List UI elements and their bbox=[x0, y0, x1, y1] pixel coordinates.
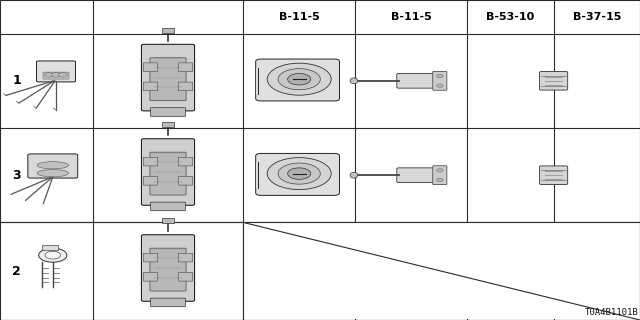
FancyBboxPatch shape bbox=[141, 235, 195, 301]
Circle shape bbox=[268, 63, 332, 95]
FancyBboxPatch shape bbox=[141, 139, 195, 205]
Text: B-37-15: B-37-15 bbox=[573, 12, 621, 22]
Circle shape bbox=[268, 157, 332, 189]
Circle shape bbox=[45, 73, 54, 77]
FancyBboxPatch shape bbox=[179, 157, 193, 166]
Ellipse shape bbox=[350, 78, 358, 84]
FancyBboxPatch shape bbox=[143, 63, 157, 71]
Circle shape bbox=[45, 251, 61, 259]
Circle shape bbox=[436, 84, 443, 87]
Text: 1: 1 bbox=[12, 74, 21, 87]
FancyBboxPatch shape bbox=[143, 176, 157, 185]
FancyBboxPatch shape bbox=[150, 58, 186, 100]
FancyBboxPatch shape bbox=[433, 71, 447, 90]
Bar bbox=[256, 163, 269, 188]
Circle shape bbox=[288, 168, 311, 179]
FancyBboxPatch shape bbox=[150, 298, 186, 307]
FancyBboxPatch shape bbox=[540, 166, 568, 184]
FancyBboxPatch shape bbox=[143, 82, 157, 91]
FancyBboxPatch shape bbox=[540, 72, 568, 90]
FancyBboxPatch shape bbox=[179, 63, 193, 71]
FancyBboxPatch shape bbox=[143, 273, 157, 281]
FancyBboxPatch shape bbox=[150, 108, 186, 116]
FancyBboxPatch shape bbox=[433, 166, 447, 185]
Circle shape bbox=[39, 248, 67, 262]
FancyBboxPatch shape bbox=[161, 28, 174, 33]
FancyBboxPatch shape bbox=[143, 157, 157, 166]
Circle shape bbox=[436, 74, 443, 77]
FancyBboxPatch shape bbox=[143, 253, 157, 262]
FancyBboxPatch shape bbox=[179, 176, 193, 185]
Circle shape bbox=[436, 179, 443, 181]
FancyBboxPatch shape bbox=[36, 61, 76, 82]
FancyBboxPatch shape bbox=[141, 44, 195, 111]
FancyBboxPatch shape bbox=[179, 253, 193, 262]
FancyBboxPatch shape bbox=[60, 64, 76, 69]
Circle shape bbox=[58, 73, 68, 77]
Circle shape bbox=[278, 68, 321, 90]
Text: B-53-10: B-53-10 bbox=[486, 12, 534, 22]
Ellipse shape bbox=[350, 172, 358, 178]
FancyBboxPatch shape bbox=[161, 218, 174, 223]
FancyBboxPatch shape bbox=[397, 168, 438, 182]
FancyBboxPatch shape bbox=[150, 202, 186, 211]
Circle shape bbox=[51, 73, 61, 77]
Text: T0A4B1101B: T0A4B1101B bbox=[584, 308, 638, 317]
FancyBboxPatch shape bbox=[46, 157, 65, 164]
FancyBboxPatch shape bbox=[256, 153, 339, 195]
Circle shape bbox=[278, 163, 321, 184]
Text: 3: 3 bbox=[12, 169, 21, 182]
FancyBboxPatch shape bbox=[256, 59, 339, 101]
FancyBboxPatch shape bbox=[161, 122, 174, 127]
FancyBboxPatch shape bbox=[150, 152, 186, 195]
FancyBboxPatch shape bbox=[28, 154, 78, 178]
FancyBboxPatch shape bbox=[42, 244, 58, 250]
Circle shape bbox=[288, 73, 311, 85]
Circle shape bbox=[436, 169, 443, 172]
Text: B-11-5: B-11-5 bbox=[279, 12, 319, 22]
FancyBboxPatch shape bbox=[150, 248, 186, 291]
Bar bbox=[256, 68, 269, 93]
FancyBboxPatch shape bbox=[397, 73, 438, 88]
FancyBboxPatch shape bbox=[179, 273, 193, 281]
Text: 2: 2 bbox=[12, 265, 21, 278]
FancyBboxPatch shape bbox=[179, 82, 193, 91]
Bar bbox=[243, 223, 639, 319]
FancyBboxPatch shape bbox=[43, 72, 69, 79]
Ellipse shape bbox=[37, 162, 68, 169]
Ellipse shape bbox=[37, 170, 68, 177]
Text: B-11-5: B-11-5 bbox=[391, 12, 431, 22]
